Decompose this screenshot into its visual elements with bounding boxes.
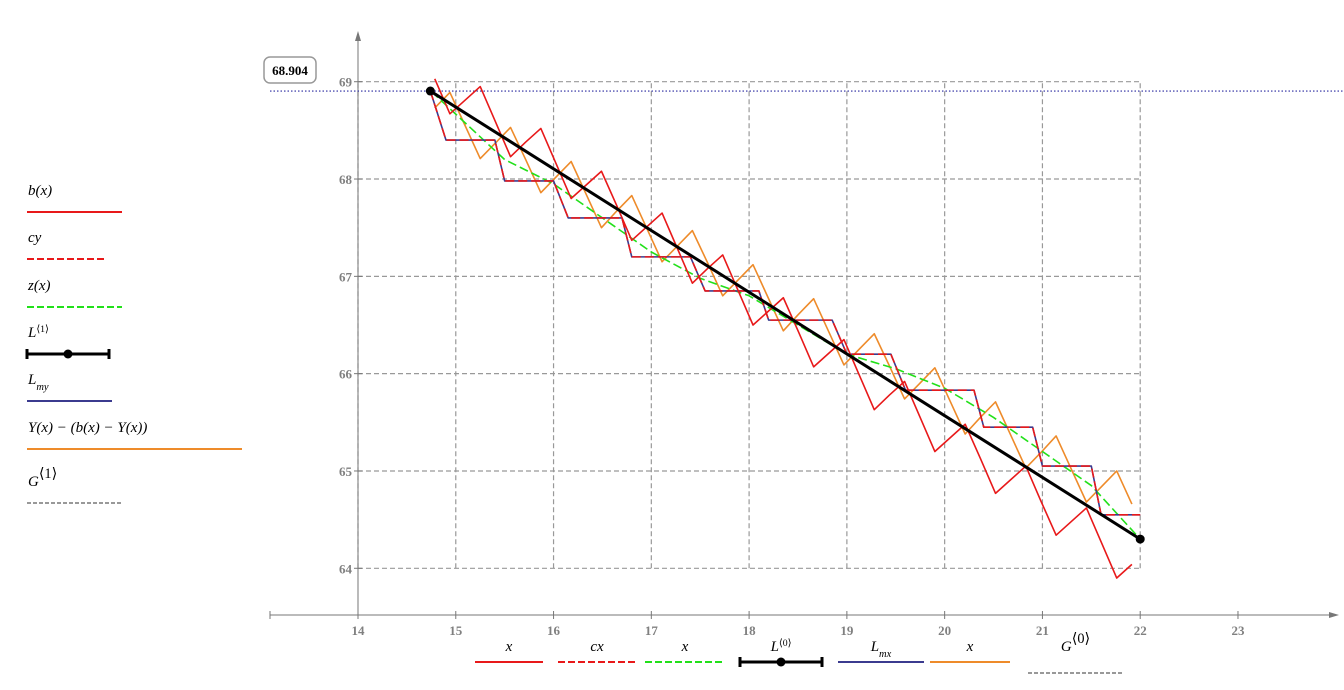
x-tick-label: 16 bbox=[547, 623, 561, 638]
legend-sub: mx bbox=[879, 649, 892, 660]
legend-label: G⟨1⟩ bbox=[28, 466, 57, 490]
series-line bbox=[429, 90, 1141, 516]
legend-label: Y(x) − (b(x) − Y(x)) bbox=[28, 420, 147, 436]
y-axis-arrow bbox=[354, 31, 361, 41]
legend-label: L⟨1⟩ bbox=[27, 324, 49, 342]
legend-name: L bbox=[870, 639, 879, 655]
legend-name: x bbox=[681, 639, 689, 655]
x-axis-arrow bbox=[1329, 612, 1339, 618]
x-tick-label: 23 bbox=[1231, 623, 1245, 638]
legend-name: x bbox=[966, 639, 974, 655]
legend-sup: ⟨1⟩ bbox=[36, 324, 49, 335]
x-tick-label: 22 bbox=[1134, 623, 1147, 638]
legend-label: L⟨0⟩ bbox=[770, 638, 792, 656]
legend-name: b(x) bbox=[28, 183, 52, 199]
legend-label: cy bbox=[28, 230, 42, 246]
legend-name: G bbox=[1061, 639, 1072, 655]
legend-name: L bbox=[27, 372, 36, 388]
series-marker bbox=[1135, 534, 1145, 544]
series-marker bbox=[425, 86, 435, 96]
legend-name: cx bbox=[590, 639, 604, 655]
legend-sub: my bbox=[36, 382, 49, 393]
legend-label: x bbox=[681, 639, 689, 655]
legend-marker bbox=[776, 657, 786, 667]
legend-name: x bbox=[505, 639, 513, 655]
cursor-box bbox=[263, 56, 317, 84]
legend-sup: ⟨1⟩ bbox=[39, 466, 57, 482]
series-line bbox=[434, 78, 1133, 579]
legend-name: z(x) bbox=[27, 278, 51, 294]
legend-label: Lmx bbox=[870, 639, 892, 660]
cursor-label: 68.904 bbox=[272, 63, 308, 78]
legend-name: L bbox=[27, 325, 36, 341]
y-tick-label: 68 bbox=[339, 172, 353, 187]
legend-label: x bbox=[966, 639, 974, 655]
x-tick-label: 14 bbox=[351, 623, 365, 638]
x-tick-label: 20 bbox=[938, 623, 951, 638]
legend-label: cx bbox=[590, 639, 604, 655]
legend-label: b(x) bbox=[28, 183, 52, 199]
series-line bbox=[429, 89, 1142, 541]
x-tick-label: 18 bbox=[743, 623, 757, 638]
x-tick-label: 21 bbox=[1036, 623, 1049, 638]
legend-marker bbox=[63, 349, 73, 359]
legend-label: x bbox=[505, 639, 513, 655]
legend-sup: ⟨0⟩ bbox=[1072, 631, 1090, 647]
legend-name: Y(x) − (b(x) − Y(x)) bbox=[28, 420, 147, 436]
x-tick-label: 17 bbox=[645, 623, 659, 638]
legend-label: Lmy bbox=[27, 372, 49, 393]
x-tick-label: 19 bbox=[840, 623, 854, 638]
y-tick-label: 67 bbox=[339, 269, 353, 284]
legend-label: z(x) bbox=[27, 278, 51, 294]
y-tick-label: 64 bbox=[339, 561, 353, 576]
legend-sup: ⟨0⟩ bbox=[779, 638, 792, 649]
legend-name: cy bbox=[28, 230, 42, 246]
y-tick-label: 69 bbox=[339, 75, 353, 90]
legend-name: G bbox=[28, 474, 39, 490]
y-tick-label: 65 bbox=[339, 464, 353, 479]
y-tick-label: 66 bbox=[339, 367, 353, 382]
x-tick-label: 15 bbox=[449, 623, 463, 638]
legend-label: G⟨0⟩ bbox=[1061, 631, 1090, 655]
legend-name: L bbox=[770, 639, 779, 655]
